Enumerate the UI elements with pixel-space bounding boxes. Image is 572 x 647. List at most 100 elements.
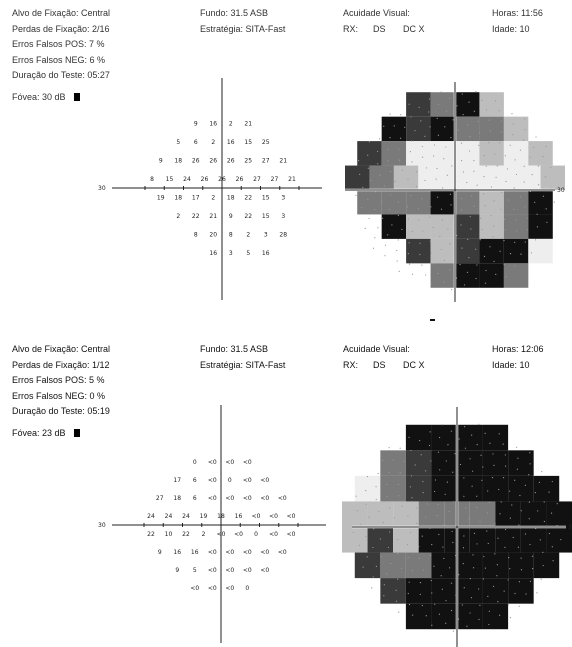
texture-dot	[394, 180, 396, 182]
texture-dot	[454, 453, 456, 455]
texture-dot	[520, 510, 522, 512]
numeric-field-axes: 30	[98, 78, 322, 300]
texture-dot	[411, 230, 413, 233]
texture-dot	[411, 273, 414, 275]
texture-dot	[456, 235, 458, 237]
texture-dot	[462, 562, 464, 565]
texture-dot	[356, 510, 358, 512]
texture-dot	[383, 185, 386, 187]
texture-dot	[509, 568, 511, 570]
sensitivity-value: <0	[217, 531, 226, 538]
greyscale-cell	[455, 214, 480, 239]
texture-dot	[479, 521, 481, 523]
texture-dot	[362, 186, 364, 188]
texture-dot	[375, 486, 377, 488]
texture-dot	[367, 154, 369, 156]
sensitivity-value: 2	[229, 120, 233, 127]
sensitivity-value: 16	[262, 250, 270, 257]
texture-dot	[523, 139, 525, 141]
texture-dot	[499, 513, 501, 515]
background-luminance: Fundo: 31.5 ASB	[200, 8, 269, 18]
texture-dot	[372, 546, 374, 549]
texture-dot	[505, 465, 507, 467]
texture-dot	[410, 449, 412, 452]
greyscale-cell	[520, 501, 547, 527]
sensitivity-value: 27	[262, 157, 270, 164]
texture-dot	[463, 477, 465, 479]
texture-dot	[430, 252, 432, 254]
texture-dot	[468, 150, 471, 152]
test-params-left: Alvo de Fixação: Central Perdas de Fixaç…	[12, 6, 110, 105]
texture-dot	[469, 612, 471, 614]
texture-dot	[460, 209, 462, 211]
texture-dot	[483, 255, 486, 257]
greyscale-cell	[533, 552, 560, 579]
rx-label: RX:	[343, 359, 359, 370]
texture-dot	[504, 454, 506, 456]
separator-mark	[430, 319, 435, 321]
texture-dot	[525, 593, 527, 595]
texture-dot	[371, 587, 373, 589]
sensitivity-value: 15	[262, 194, 270, 201]
fixation-losses: Perdas de Fixação: 2/16	[12, 23, 110, 34]
texture-dot	[542, 195, 544, 197]
texture-dot	[509, 253, 512, 255]
texture-dot	[524, 484, 527, 486]
false-negatives: Erros Falsos NEG: 6 %	[12, 54, 106, 65]
rx-ds: DS	[373, 23, 386, 34]
greyscale-cell	[457, 603, 483, 630]
texture-dot	[429, 240, 432, 242]
texture-dot	[503, 218, 506, 220]
texture-dot	[397, 538, 399, 541]
greyscale-cell	[405, 475, 432, 502]
axis-label-right: 30	[557, 187, 565, 194]
sensitivity-value: <0	[260, 495, 269, 502]
texture-dot	[495, 176, 497, 178]
sensitivity-value: 27	[156, 495, 164, 502]
sensitivity-value: <0	[278, 495, 287, 502]
texture-dot	[482, 466, 484, 468]
sensitivity-value: 26	[209, 157, 217, 164]
texture-dot	[507, 604, 509, 606]
texture-dot	[512, 134, 514, 136]
texture-dot	[418, 546, 420, 548]
texture-dot	[486, 512, 488, 514]
sensitivity-value: <0	[269, 531, 278, 538]
greyscale-cell	[342, 501, 368, 527]
sensitivity-value: 21	[279, 157, 287, 164]
sensitivity-value: 26	[192, 157, 200, 164]
sensitivity-value: 15	[166, 176, 174, 183]
texture-dot	[451, 530, 453, 533]
greyscale-cell	[455, 263, 480, 288]
greyscale-cell	[467, 165, 492, 190]
greyscale-cell	[546, 527, 572, 553]
texture-dot	[439, 236, 441, 238]
greyscale-cell	[406, 116, 431, 142]
texture-dot	[434, 490, 436, 493]
texture-dot	[383, 584, 385, 586]
texture-dot	[489, 130, 491, 132]
greyscale-cell	[528, 190, 553, 215]
texture-dot	[462, 113, 464, 116]
texture-dot	[436, 167, 438, 170]
texture-dot	[548, 532, 550, 535]
sensitivity-value: <0	[208, 567, 217, 574]
texture-dot	[372, 576, 374, 578]
texture-dot	[374, 237, 376, 239]
texture-dot	[513, 187, 515, 189]
sensitivity-value: 16	[209, 120, 217, 127]
sensitivity-value: 0	[254, 531, 258, 538]
texture-dot	[504, 229, 507, 231]
texture-dot	[534, 492, 536, 494]
texture-dot	[357, 159, 360, 162]
texture-dot	[507, 579, 509, 581]
greyscale-cell	[491, 165, 517, 190]
texture-dot	[443, 524, 445, 526]
texture-dot	[416, 507, 418, 509]
greyscale-cell	[482, 450, 509, 476]
sensitivity-value: 2	[246, 231, 250, 238]
texture-dot	[396, 249, 398, 252]
texture-dot	[447, 444, 449, 446]
texture-dot	[489, 442, 491, 444]
greyscale-cell	[431, 552, 457, 579]
